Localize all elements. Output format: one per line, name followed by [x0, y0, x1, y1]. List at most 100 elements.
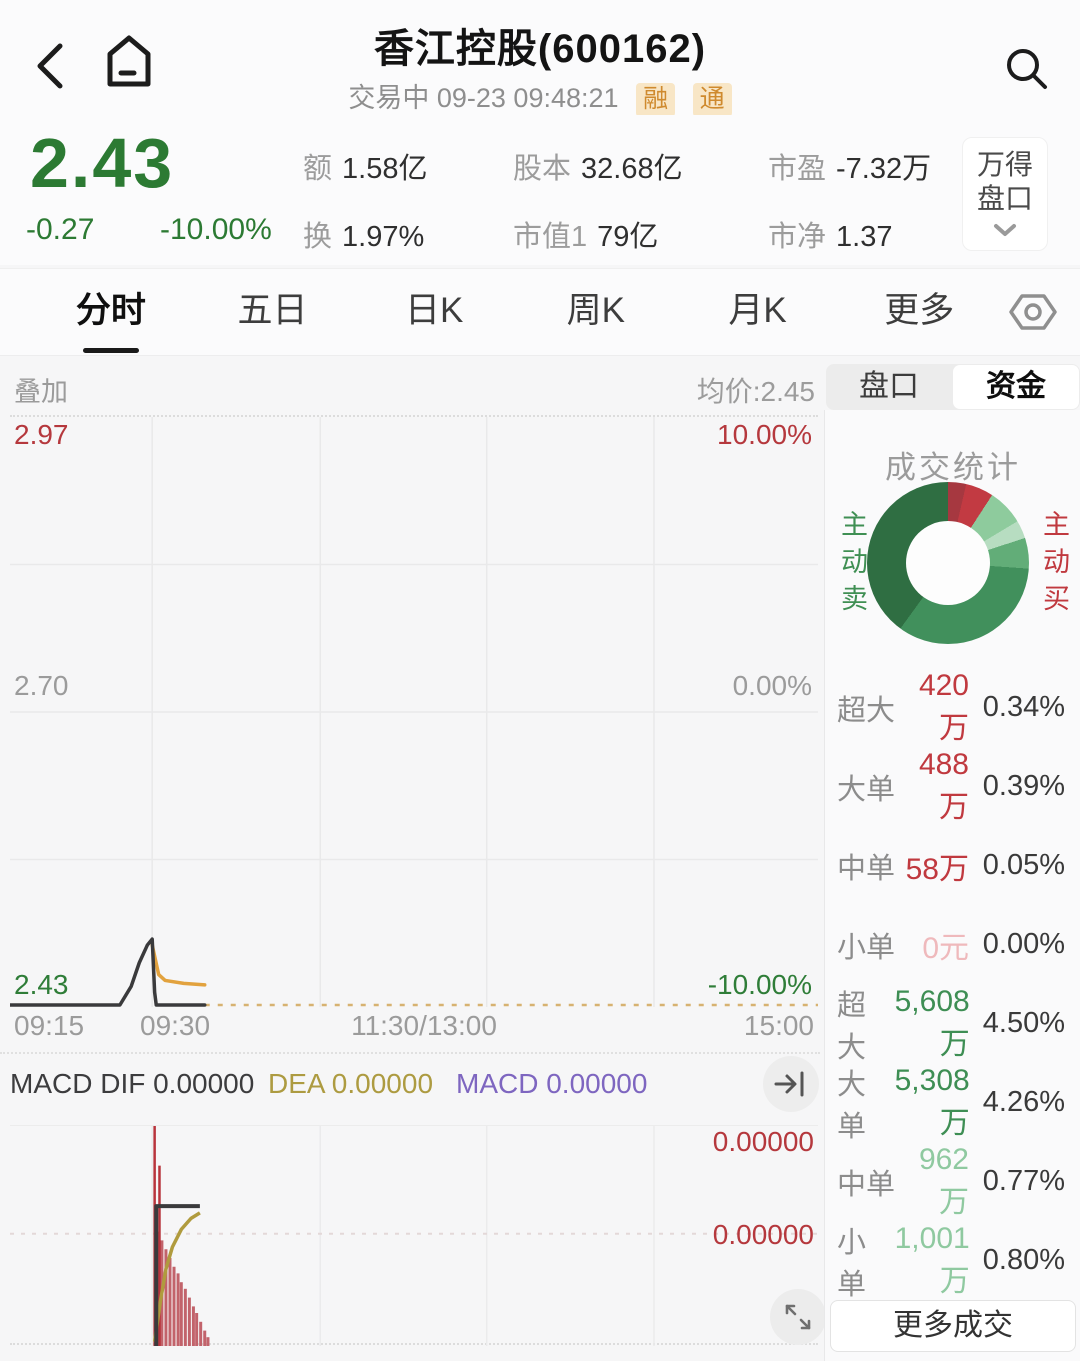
stat-value: -7.32万 — [836, 153, 932, 185]
trading-status: 交易中 09-23 09:48:21 — [348, 83, 619, 113]
page-title: 香江控股(600162) — [373, 27, 707, 71]
stat-value: 1.97% — [342, 221, 425, 253]
wind-order-book-button[interactable]: 万得 盘口 — [962, 137, 1048, 251]
macd-y-label-top: 0.00000 — [712, 1126, 814, 1157]
gear-icon — [1009, 294, 1057, 330]
flow-row-label: 超大 — [837, 989, 867, 1064]
home-button[interactable] — [100, 32, 158, 92]
flow-row-percent: 0.77% — [982, 1165, 1065, 1197]
avg-price-label: 均价:2.45 — [696, 376, 815, 407]
flow-row-percent: 4.26% — [982, 1086, 1065, 1118]
chevron-down-icon — [994, 224, 1016, 236]
flow-row-percent: 4.50% — [982, 1007, 1065, 1039]
flow-row-value: 0元 — [922, 931, 969, 965]
wind-label-line2: 盘口 — [976, 183, 1033, 214]
stat-value: 32.68亿 — [581, 153, 683, 185]
search-button[interactable] — [1000, 42, 1052, 94]
flow-row-label: 中单 — [837, 852, 896, 885]
flow-row-value: 58万 — [905, 852, 969, 886]
intraday-chart[interactable]: 2.97 10.00% 2.70 0.00% 2.43 -10.00% — [10, 415, 818, 1007]
macd-dea-value: DEA 0.00000 — [268, 1068, 434, 1099]
flow-row-value: 962万 — [918, 1142, 969, 1219]
chart-settings-button[interactable] — [1000, 269, 1066, 355]
macd-y-label-zero: 0.00000 — [712, 1219, 814, 1250]
tab-more[interactable]: 更多 — [884, 291, 955, 330]
flow-row-label: 大单 — [837, 773, 896, 806]
price-change: -0.27 — [26, 213, 95, 246]
wind-label-line1: 万得 — [976, 149, 1033, 180]
flow-row-value: 5,308万 — [894, 1063, 970, 1140]
flow-row: 超大 420万 0.34% — [825, 668, 1080, 747]
flow-row-percent: 0.05% — [982, 849, 1065, 881]
tab-capital-flow[interactable]: 资金 — [953, 365, 1079, 409]
back-button[interactable] — [26, 38, 76, 94]
macd-header: MACD DIF 0.00000 DEA 0.00000 MACD 0.0000… — [0, 1052, 820, 1118]
stat-label: 市盈 — [768, 153, 827, 185]
stat-pe: 市盈 -7.32万 — [768, 145, 931, 187]
flow-row-value: 1,001万 — [894, 1221, 970, 1298]
stat-label: 市净 — [768, 221, 827, 253]
connect-badge: 通 — [692, 83, 732, 117]
flow-row: 中单 58万 0.05% — [825, 826, 1080, 905]
home-icon — [107, 35, 151, 87]
flow-row-value: 420万 — [918, 668, 969, 745]
arrow-to-bar-icon — [774, 1071, 804, 1097]
more-trades-button[interactable]: 更多成交 — [830, 1300, 1076, 1352]
stat-label: 额 — [303, 153, 333, 185]
stat-turnover: 换 1.97% — [303, 213, 424, 255]
margin-badge: 融 — [636, 83, 676, 117]
tab-minute[interactable]: 分时 — [30, 269, 192, 355]
stat-value: 1.58亿 — [342, 153, 428, 185]
flow-row-label: 大单 — [837, 1068, 867, 1143]
stat-value: 79亿 — [597, 221, 659, 253]
trade-stats-donut — [867, 482, 1029, 644]
y-axis-pct-mid: 0.00% — [732, 670, 812, 701]
chevron-left-icon — [37, 43, 63, 89]
overlay-button[interactable]: 叠加 — [14, 377, 68, 407]
time-tick: 11:30/13:00 — [351, 1010, 497, 1041]
macd-chart[interactable]: 0.00000 0.00000 — [10, 1125, 826, 1346]
panel-tab-group: 盘口 资金 — [826, 364, 1080, 410]
price-change-percent: -10.00% — [160, 213, 272, 246]
expand-chart-button[interactable] — [770, 1289, 826, 1345]
active-sell-label: 主动卖 — [837, 510, 867, 621]
y-axis-price-high: 2.97 — [14, 419, 69, 450]
jump-to-latest-button[interactable] — [763, 1056, 819, 1112]
y-axis-pct-high: 10.00% — [717, 419, 812, 450]
flow-row: 大单 5,308万 4.26% — [825, 1063, 1080, 1143]
flow-row-percent: 0.34% — [982, 691, 1065, 723]
stat-label: 换 — [303, 221, 333, 253]
flow-row-percent: 0.00% — [982, 928, 1065, 960]
flow-row-label: 小单 — [837, 1226, 867, 1301]
time-tick: 09:30 — [140, 1010, 211, 1041]
flow-row-percent: 0.80% — [982, 1244, 1065, 1276]
chart-tab-bar: 分时 五日 日K 周K 月K 更多 — [0, 268, 1080, 356]
header: 香江控股(600162) 交易中 09-23 09:48:21 融 通 — [0, 0, 1080, 117]
flow-row: 中单 962万 0.77% — [825, 1142, 1080, 1221]
macd-dif-value: MACD DIF 0.00000 — [10, 1068, 255, 1099]
capital-flow-panel: 成交统计 主动卖 主动买 超大 420万 0.34% 大单 488万 0.39% 中单 58万… — [824, 410, 1080, 1361]
y-axis-price-mid: 2.70 — [14, 670, 69, 701]
tab-weekly-k[interactable]: 周K — [566, 291, 626, 330]
tab-five-day[interactable]: 五日 — [237, 291, 308, 330]
y-axis-pct-low: -10.00% — [707, 969, 812, 1000]
flow-row-label: 小单 — [837, 931, 896, 964]
flow-row-label: 中单 — [837, 1168, 896, 1201]
stat-label: 市值1 — [513, 221, 588, 253]
tab-daily-k[interactable]: 日K — [405, 291, 464, 330]
time-tick: 15:00 — [743, 1010, 814, 1041]
stat-pb: 市净 1.37 — [768, 213, 892, 255]
search-icon — [1007, 49, 1047, 89]
flow-row-value: 488万 — [918, 747, 969, 824]
tab-order-book[interactable]: 盘口 — [859, 370, 919, 403]
stat-amount: 额 1.58亿 — [303, 145, 427, 187]
flow-row: 小单 0元 0.00% — [825, 905, 1080, 984]
intraday-chart-canvas — [10, 417, 818, 1007]
stat-marketcap: 市值1 79亿 — [513, 213, 658, 255]
macd-macd-value: MACD 0.00000 — [456, 1068, 648, 1099]
quote-section: 2.43 -0.27 -10.00% 额 1.58亿 股本 32.68亿 市盈 -7.… — [0, 115, 1080, 265]
status-row: 交易中 09-23 09:48:21 融 通 — [0, 76, 1080, 117]
tab-monthly-k[interactable]: 月K — [728, 291, 787, 330]
time-tick: 09:15 — [14, 1010, 85, 1041]
